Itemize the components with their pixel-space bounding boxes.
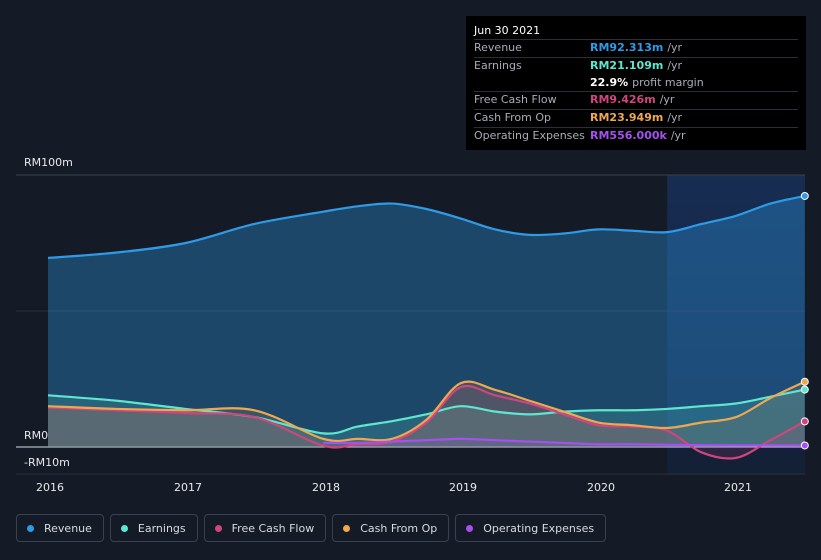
tooltip-row-profit-margin: 22.9% profit margin xyxy=(474,75,798,92)
x-tick-label-2020: 2020 xyxy=(587,481,615,494)
tooltip-row-free-cash-flow: Free Cash Flow RM9.426m /yr xyxy=(474,91,798,109)
legend-label: Free Cash Flow xyxy=(231,521,315,535)
legend-dot-icon xyxy=(466,524,474,532)
line-free-cash-flow xyxy=(47,384,806,460)
tooltip-value: RM92.313m xyxy=(590,41,664,54)
x-tick-label-2017: 2017 xyxy=(174,481,202,494)
tooltip-value: RM556.000k xyxy=(590,128,667,142)
chart-legend: Revenue Earnings Free Cash Flow Cash Fro… xyxy=(16,514,612,542)
tooltip-label xyxy=(474,75,590,92)
legend-item-revenue[interactable]: Revenue xyxy=(16,514,104,542)
legend-label: Earnings xyxy=(137,521,186,535)
legend-item-free-cash-flow[interactable]: Free Cash Flow xyxy=(203,514,327,542)
series-endpoints xyxy=(800,191,809,450)
tooltip-value: 22.9% xyxy=(590,75,629,89)
x-tick-label-2021: 2021 xyxy=(724,481,752,494)
area-earnings xyxy=(48,389,805,447)
legend-dot-icon xyxy=(343,524,351,532)
endpoint-revenue xyxy=(800,191,809,200)
series-lines xyxy=(47,194,806,460)
tooltip-unit: /yr xyxy=(667,41,683,54)
tooltip-row-revenue: Revenue RM92.313m /yr xyxy=(474,39,798,57)
legend-label: Operating Expenses xyxy=(483,521,595,535)
tooltip-value: RM9.426m xyxy=(590,93,656,107)
area-operating-expenses xyxy=(323,438,805,447)
tooltip-value: RM21.109m xyxy=(590,58,664,72)
line-cash-from-op xyxy=(47,380,806,443)
endpoint-earnings xyxy=(800,385,809,394)
tooltip-label: Free Cash Flow xyxy=(474,93,557,107)
area-revenue xyxy=(48,195,805,447)
area-free-cash-flow xyxy=(48,385,805,459)
tooltip-label: Revenue xyxy=(474,41,522,54)
tooltip-unit: profit margin xyxy=(632,75,704,89)
endpoint-cash-from-op xyxy=(800,377,809,386)
tooltip-label: Operating Expenses xyxy=(474,128,585,142)
data-tooltip: Jun 30 2021 Revenue RM92.313m /yr Earnin… xyxy=(466,16,806,150)
tooltip-unit: /yr xyxy=(667,58,683,72)
y-tick-label-zero: RM0 xyxy=(24,429,49,442)
legend-dot-icon xyxy=(120,524,128,532)
tooltip-unit: /yr xyxy=(667,111,683,125)
tooltip-row-cash-from-op: Cash From Op RM23.949m /yr xyxy=(474,109,798,127)
tooltip-date: Jun 30 2021 xyxy=(474,24,541,37)
legend-item-cash-from-op[interactable]: Cash From Op xyxy=(332,514,450,542)
legend-dot-icon xyxy=(27,524,34,532)
x-tick-label-2018: 2018 xyxy=(312,481,340,494)
legend-item-earnings[interactable]: Earnings xyxy=(109,514,198,542)
series-areas xyxy=(48,195,805,459)
tooltip-row-earnings: Earnings RM21.109m /yr xyxy=(474,56,798,75)
tooltip-row-operating-expenses: Operating Expenses RM556.000k /yr xyxy=(474,126,798,145)
legend-item-operating-expenses[interactable]: Operating Expenses xyxy=(455,514,607,542)
legend-label: Revenue xyxy=(44,521,92,535)
endpoint-operating-expenses xyxy=(800,441,809,450)
legend-dot-icon xyxy=(214,524,222,532)
tooltip-label: Cash From Op xyxy=(474,111,552,125)
line-operating-expenses xyxy=(323,437,805,447)
tooltip-value: RM23.949m xyxy=(590,111,664,125)
x-tick-label-2019: 2019 xyxy=(449,481,477,494)
tooltip-unit: /yr xyxy=(659,93,675,107)
tooltip-label: Earnings xyxy=(474,58,522,72)
y-tick-label-top: RM100m xyxy=(24,156,73,169)
x-tick-label-2016: 2016 xyxy=(36,481,64,494)
legend-label: Cash From Op xyxy=(360,521,438,535)
area-cash-from-op xyxy=(48,381,805,447)
line-revenue xyxy=(47,194,806,260)
gridlines xyxy=(16,174,805,475)
y-tick-label-negative: -RM10m xyxy=(24,456,70,469)
endpoint-free-cash-flow xyxy=(800,417,809,426)
tooltip-unit: /yr xyxy=(670,128,686,142)
